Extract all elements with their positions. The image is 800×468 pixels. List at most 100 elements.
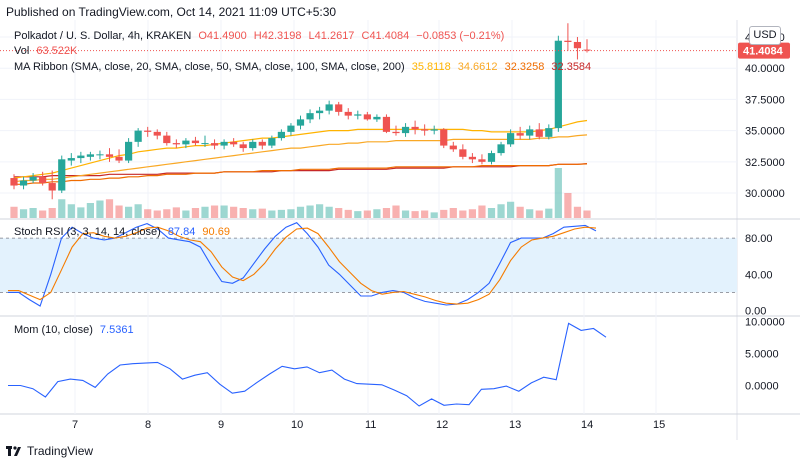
stoch-d-line: [8, 226, 597, 305]
volume-bar: [325, 206, 333, 218]
volume-bar: [573, 206, 582, 218]
candle: [401, 126, 410, 134]
volume-bar: [258, 208, 266, 218]
volume-bar: [344, 209, 352, 218]
tradingview-brand: TradingView: [27, 444, 94, 458]
candle: [182, 140, 190, 145]
volume-bar: [115, 205, 123, 218]
candle: [287, 125, 295, 132]
published-header: Published on TradingView.com, Oct 14, 20…: [6, 5, 337, 19]
ohlc-open: O41.4900: [198, 30, 247, 42]
volume-bar: [29, 208, 37, 218]
volume-bar: [10, 206, 18, 218]
time-tick-label: 8: [145, 419, 151, 431]
tradingview-logo-icon: [6, 445, 22, 457]
candle: [58, 159, 66, 191]
candle: [411, 126, 419, 130]
candle: [249, 141, 257, 149]
mom-tick-label: 5.0000: [745, 348, 779, 360]
price-change: −0.0853 (−0.21%): [416, 30, 505, 42]
candle: [144, 130, 152, 132]
candle: [354, 114, 362, 116]
candle: [535, 129, 543, 137]
volume-bar: [268, 210, 276, 218]
volume-bar: [507, 201, 515, 218]
candle: [10, 178, 18, 186]
current-price-box: [738, 42, 790, 59]
stoch-tick-label: 40.00: [745, 269, 773, 281]
volume-bar: [392, 205, 400, 218]
mom-legend: Mom (10, close) 7.5361: [14, 324, 138, 336]
ribbon-value-100: 32.3258: [504, 61, 545, 73]
currency-button[interactable]: USD: [749, 26, 781, 45]
volume-bar: [239, 208, 247, 218]
volume-bar: [478, 205, 486, 218]
volume-bar: [153, 210, 161, 218]
volume-bar: [440, 209, 448, 218]
candle: [449, 145, 457, 150]
volume-bar: [296, 206, 305, 218]
volume-bar: [583, 210, 591, 218]
candle: [335, 104, 343, 112]
candle: [191, 140, 200, 144]
volume-bar: [287, 209, 295, 218]
volume-bar: [210, 205, 219, 218]
current-price-label: 41.4084: [743, 46, 784, 58]
volume-bar: [144, 209, 152, 218]
time-tick-label: 14: [581, 419, 593, 431]
candle: [277, 131, 285, 139]
volume-bar: [449, 208, 457, 218]
volume-bar: [125, 206, 133, 218]
mom-value: 7.5361: [99, 324, 134, 336]
volume-bar: [363, 210, 371, 218]
ma100-line: [14, 163, 588, 185]
candle: [564, 40, 572, 42]
time-tick-label: 13: [509, 419, 521, 431]
volume-bar: [354, 211, 362, 218]
candle: [86, 154, 94, 157]
volume-bar: [163, 209, 171, 218]
volume-bar: [468, 209, 476, 218]
candle: [258, 141, 266, 146]
candle: [201, 143, 209, 145]
price-tick-label: 32.5000: [745, 157, 785, 169]
ma200-line: [14, 163, 588, 178]
ribbon-value-50: 34.6612: [457, 61, 498, 73]
stoch-tick-label: 0.00: [745, 305, 766, 317]
volume-bar: [67, 204, 75, 218]
volume-bar: [249, 209, 257, 218]
stoch-tick-label: 80.00: [745, 233, 773, 245]
volume-bar: [335, 208, 343, 218]
volume-bar: [172, 207, 180, 218]
candle: [392, 131, 400, 134]
time-tick-label: 15: [653, 419, 665, 431]
candle: [497, 144, 505, 154]
ohlc-low: L41.2617: [308, 30, 355, 42]
candle: [210, 143, 219, 146]
candle: [478, 159, 486, 162]
volume-bar: [182, 210, 190, 218]
candle: [153, 131, 161, 136]
time-tick-label: 7: [72, 419, 78, 431]
volume-bar: [86, 203, 94, 218]
ribbon-legend: MA Ribbon (SMA, close, 20, SMA, close, 5…: [14, 61, 595, 73]
candle: [296, 119, 305, 126]
volume-bar: [105, 199, 114, 218]
candle: [306, 113, 314, 120]
volume-legend: Vol 63.522K: [14, 45, 81, 57]
volume-bar: [230, 206, 238, 218]
stoch-k-value: 87.84: [167, 226, 196, 238]
volume-bar: [421, 210, 429, 218]
candle: [220, 141, 228, 146]
candle: [19, 180, 28, 186]
candle: [163, 135, 171, 144]
volume-bar: [48, 208, 56, 218]
ma50-line: [13, 134, 588, 183]
candle: [29, 176, 37, 181]
candle: [468, 156, 476, 160]
time-tick-label: 10: [291, 419, 303, 431]
volume-bar: [526, 209, 534, 218]
volume-value: 63.522K: [36, 45, 78, 57]
candle: [516, 133, 524, 136]
